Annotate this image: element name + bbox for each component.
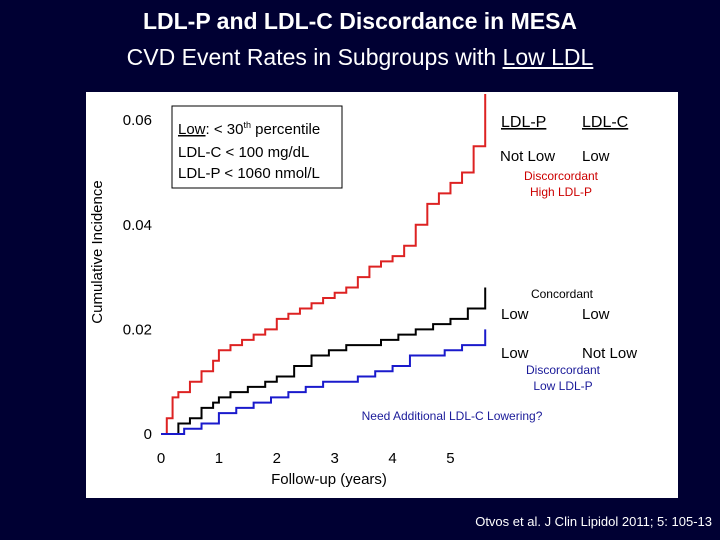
chart-panel: 0 1 2 3 4 5 0 0.02 0.04 0.06 Cumulative Incidence…	[86, 92, 678, 498]
criteria-box-border	[171, 105, 343, 189]
y-tick-label: 0.04	[123, 217, 152, 234]
x-tick-label: 0	[157, 450, 165, 467]
chart-lines	[161, 94, 487, 435]
high-ldlp-label-line: High LDL-P	[530, 185, 592, 199]
y-axis-label: Cumulative Incidence	[89, 180, 106, 323]
criteria-line-2: LDL-C < 100 mg/dL	[178, 144, 309, 161]
question-annotation: Need Additional LDL-C Lowering?	[362, 409, 543, 423]
slide-title: LDL-P and LDL-C Discordance in MESA	[142, 8, 578, 34]
low-ldlp-ldlc-value: Not Low	[582, 345, 637, 362]
low-ldlp-label-line: Low LDL-P	[533, 379, 592, 393]
low-ldlp-ldlp-value: Low	[501, 345, 529, 362]
series-line	[161, 287, 487, 435]
x-tick-label: 3	[331, 450, 339, 467]
criteria-box: Low: < 30th percentile LDL-C < 100 mg/dL…	[171, 105, 343, 189]
x-tick-label: 2	[273, 450, 281, 467]
criteria-line-1: Low: < 30th percentile	[178, 120, 320, 138]
chart-axes: 0 1 2 3 4 5 0 0.02 0.04 0.06	[123, 112, 455, 467]
x-tick-label: 1	[215, 450, 223, 467]
high-ldlp-label-line: Discorcordant	[524, 169, 599, 183]
concordant-label: Concordant	[531, 287, 594, 301]
low-ldlp-label: Discorcordant Low LDL-P	[526, 363, 601, 393]
y-tick-label: 0.06	[123, 112, 152, 129]
y-tick-label: 0	[144, 426, 152, 443]
high-ldlp-label: Discorcordant High LDL-P	[524, 169, 599, 199]
series-line	[161, 94, 487, 435]
high-ldlp-ldlp-value: Not Low	[500, 148, 555, 165]
subtitle-underlined: Low LDL	[502, 44, 594, 70]
header-ldlc: LDL-C	[582, 114, 628, 131]
low-ldlp-label-line: Discorcordant	[526, 363, 601, 377]
x-tick-label: 4	[388, 450, 396, 467]
incidence-chart: 0 1 2 3 4 5 0 0.02 0.04 0.06 Cumulative Incidence…	[89, 94, 637, 488]
series-line	[161, 329, 487, 435]
x-tick-label: 5	[446, 450, 454, 467]
slide-subtitle: CVD Event Rates in Subgroups with Low LD…	[0, 44, 720, 71]
y-tick-label: 0.02	[123, 321, 152, 338]
x-axis-label: Follow-up (years)	[271, 471, 387, 488]
header-ldlp: LDL-P	[501, 114, 546, 131]
concordant-ldlc-value: Low	[582, 306, 610, 323]
criteria-line-3: LDL-P < 1060 nmol/L	[178, 165, 320, 182]
high-ldlp-ldlc-value: Low	[582, 148, 610, 165]
concordant-ldlp-value: Low	[501, 306, 529, 323]
subtitle-prefix: CVD Event Rates in Subgroups with	[126, 44, 503, 70]
citation: Otvos et al. J Clin Lipidol 2011; 5: 105…	[475, 514, 712, 529]
